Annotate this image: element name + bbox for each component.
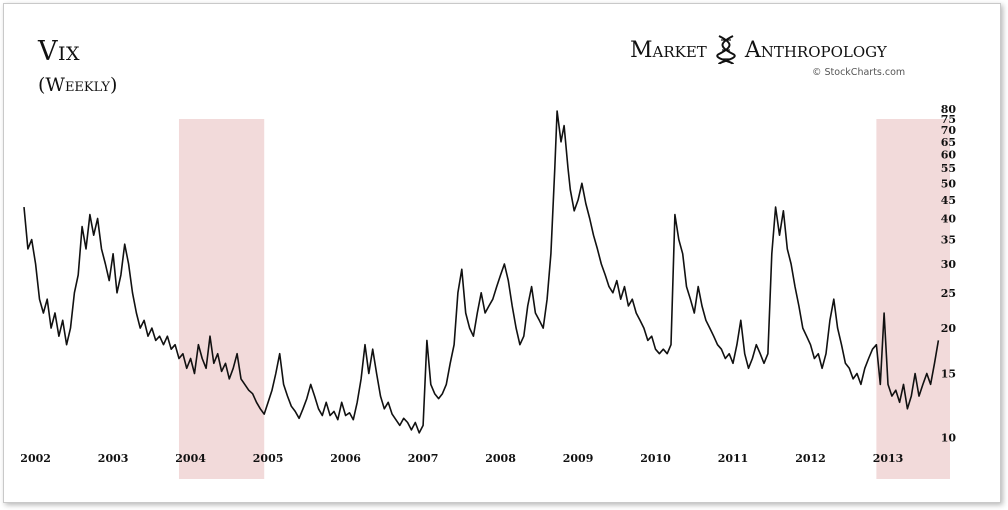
y-tick-label: 65 [941,136,956,149]
y-tick-label: 10 [941,432,957,445]
highlight-bands [178,119,950,479]
y-tick-label: 40 [941,213,957,226]
x-axis-ticks: 2002 2003 2004 2005 2006 2007 2008 2009 2010 2011… [20,452,903,465]
brand-logo: Market Anthropology [630,34,887,66]
y-tick-label: 20 [941,322,957,335]
y-tick-label: 70 [941,124,957,137]
y-tick-label: 55 [941,162,956,175]
x-tick-label: 2003 [98,452,129,465]
x-tick-label: 2008 [485,452,516,465]
x-tick-label: 2007 [408,452,439,465]
y-tick-label: 45 [941,194,956,207]
dna-helix-icon [716,35,736,65]
y-tick-label: 25 [941,287,956,300]
y-tick-label: 35 [941,234,956,247]
x-tick-label: 2006 [330,452,361,465]
x-tick-label: 2009 [563,452,594,465]
y-tick-label: 80 [941,103,957,116]
x-tick-label: 2012 [795,452,826,465]
y-tick-label: 75 [941,113,956,126]
x-tick-label: 2010 [640,452,671,465]
chart-subtitle: (Weekly) [38,74,118,96]
vix-weekly-chart: 2002 2003 2004 2005 2006 2007 2008 2009 2010 2011… [20,103,957,479]
highlight-band-1 [178,119,265,479]
y-tick-label: 15 [941,368,956,381]
y-tick-label: 30 [941,258,957,271]
price-line-layer [23,110,940,434]
credit-text: © StockCharts.com [812,67,906,78]
brand-right-text: Anthropology [744,37,887,63]
vix-series-line [23,110,940,434]
x-tick-label: 2011 [718,452,749,465]
x-tick-label: 2013 [873,452,904,465]
y-tick-label: 60 [941,148,957,161]
brand-left-text: Market [630,37,707,63]
y-tick-label: 50 [941,177,957,190]
x-tick-label: 2004 [175,452,206,465]
highlight-band-2 [876,119,950,479]
x-tick-label: 2002 [20,452,51,465]
chart-title: Vix [38,36,81,67]
x-tick-label: 2005 [253,452,284,465]
chart-frame: 2002 2003 2004 2005 2006 2007 2008 2009 2010 2011… [3,3,1001,503]
